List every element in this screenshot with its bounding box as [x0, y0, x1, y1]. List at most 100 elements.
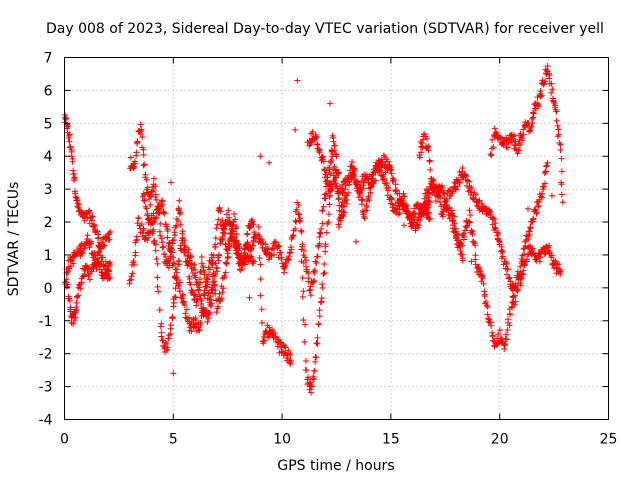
data-point: [549, 86, 556, 93]
data-point: [543, 162, 550, 169]
data-point: [196, 284, 203, 291]
data-point: [365, 193, 372, 200]
data-point: [302, 357, 309, 364]
data-point: [501, 346, 508, 353]
data-point: [310, 376, 317, 383]
data-point: [213, 309, 220, 316]
data-point: [311, 269, 318, 276]
data-point: [207, 293, 214, 300]
data-point: [198, 300, 205, 307]
data-point: [378, 164, 385, 171]
data-point: [496, 327, 503, 334]
data-point: [223, 260, 230, 267]
data-point: [281, 342, 288, 349]
data-point: [499, 253, 506, 260]
data-point: [528, 115, 535, 122]
data-point: [558, 191, 565, 198]
data-point: [66, 297, 73, 304]
data-point: [197, 275, 204, 282]
data-point: [188, 260, 195, 267]
data-point: [383, 165, 390, 172]
data-point: [354, 179, 361, 186]
data-point: [469, 228, 476, 235]
data-point: [427, 215, 434, 222]
data-point: [406, 212, 413, 219]
data-point: [107, 274, 114, 281]
data-point: [299, 293, 306, 300]
data-point: [154, 283, 161, 290]
data-point: [487, 151, 494, 158]
data-point: [95, 231, 102, 238]
data-point: [349, 158, 356, 165]
data-point: [488, 145, 495, 152]
data-point: [319, 285, 326, 292]
data-point: [153, 255, 160, 262]
data-point: [165, 264, 172, 271]
data-point: [170, 254, 177, 261]
data-point: [88, 214, 95, 221]
data-point: [190, 291, 197, 298]
data-point: [247, 223, 254, 230]
data-point: [170, 237, 177, 244]
data-point: [392, 181, 399, 188]
data-point: [337, 217, 344, 224]
data-point: [164, 227, 171, 234]
data-point: [226, 243, 233, 250]
data-point: [415, 224, 422, 231]
data-point: [183, 306, 190, 313]
data-point: [538, 190, 545, 197]
data-point: [309, 128, 316, 135]
data-point: [176, 279, 183, 286]
data-point: [224, 254, 231, 261]
data-point: [418, 149, 425, 156]
data-point: [65, 122, 72, 129]
data-point: [530, 215, 537, 222]
data-point: [200, 304, 207, 311]
data-point: [314, 334, 321, 341]
data-point: [285, 256, 292, 263]
data-point: [548, 252, 555, 259]
data-point: [530, 110, 537, 117]
data-point: [66, 131, 73, 138]
data-point: [208, 254, 215, 261]
data-point: [342, 182, 349, 189]
data-point: [144, 237, 151, 244]
data-point: [317, 299, 324, 306]
data-point: [65, 268, 72, 275]
data-point: [476, 197, 483, 204]
data-point: [388, 195, 395, 202]
data-point: [305, 270, 312, 277]
data-point: [295, 202, 302, 209]
data-point: [382, 169, 389, 176]
data-point: [544, 63, 551, 70]
data-point: [483, 302, 490, 309]
chart-title: Day 008 of 2023, Sidereal Day-to-day VTE…: [46, 21, 604, 37]
data-point: [266, 159, 273, 166]
data-point: [198, 253, 205, 260]
data-point: [423, 198, 430, 205]
data-point: [456, 178, 463, 185]
data-point: [504, 266, 511, 273]
data-point: [346, 178, 353, 185]
data-point: [186, 314, 193, 321]
data-point: [134, 139, 141, 146]
data-point: [157, 323, 164, 330]
data-point: [149, 184, 156, 191]
data-point: [235, 254, 242, 261]
data-point: [167, 330, 174, 337]
data-point: [527, 223, 534, 230]
data-point: [241, 250, 248, 257]
data-point: [133, 152, 140, 159]
data-point: [520, 267, 527, 274]
data-point: [73, 306, 80, 313]
x-tick-label: 15: [382, 432, 400, 448]
data-point: [144, 210, 151, 217]
data-point: [225, 253, 232, 260]
data-point: [64, 281, 71, 288]
data-point: [504, 316, 511, 323]
data-point: [517, 141, 524, 148]
data-point: [171, 229, 178, 236]
data-point: [217, 240, 224, 247]
data-point: [530, 114, 537, 121]
data-point: [313, 260, 320, 267]
